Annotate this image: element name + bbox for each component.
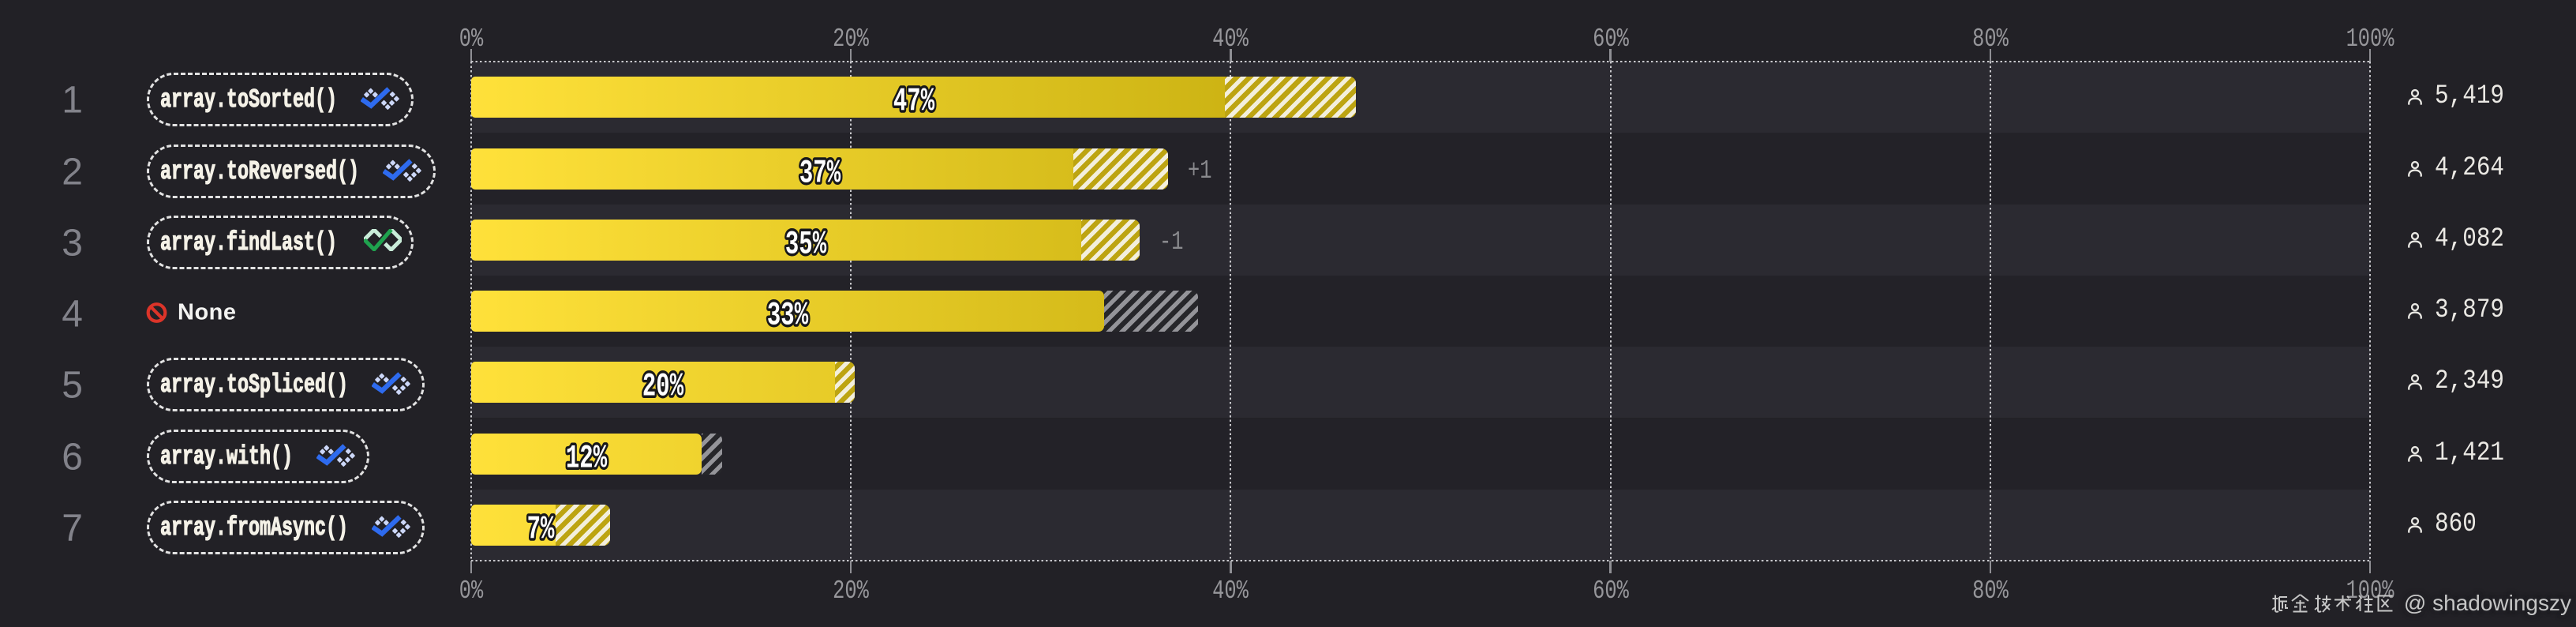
svg-text:35%: 35% xyxy=(784,226,826,264)
svg-text:47%: 47% xyxy=(893,83,934,121)
svg-text:7%: 7% xyxy=(527,511,555,549)
svg-text:20%: 20% xyxy=(642,368,683,406)
svg-text:37%: 37% xyxy=(799,155,840,193)
svg-text:33%: 33% xyxy=(767,297,808,335)
svg-text:12%: 12% xyxy=(566,440,607,478)
